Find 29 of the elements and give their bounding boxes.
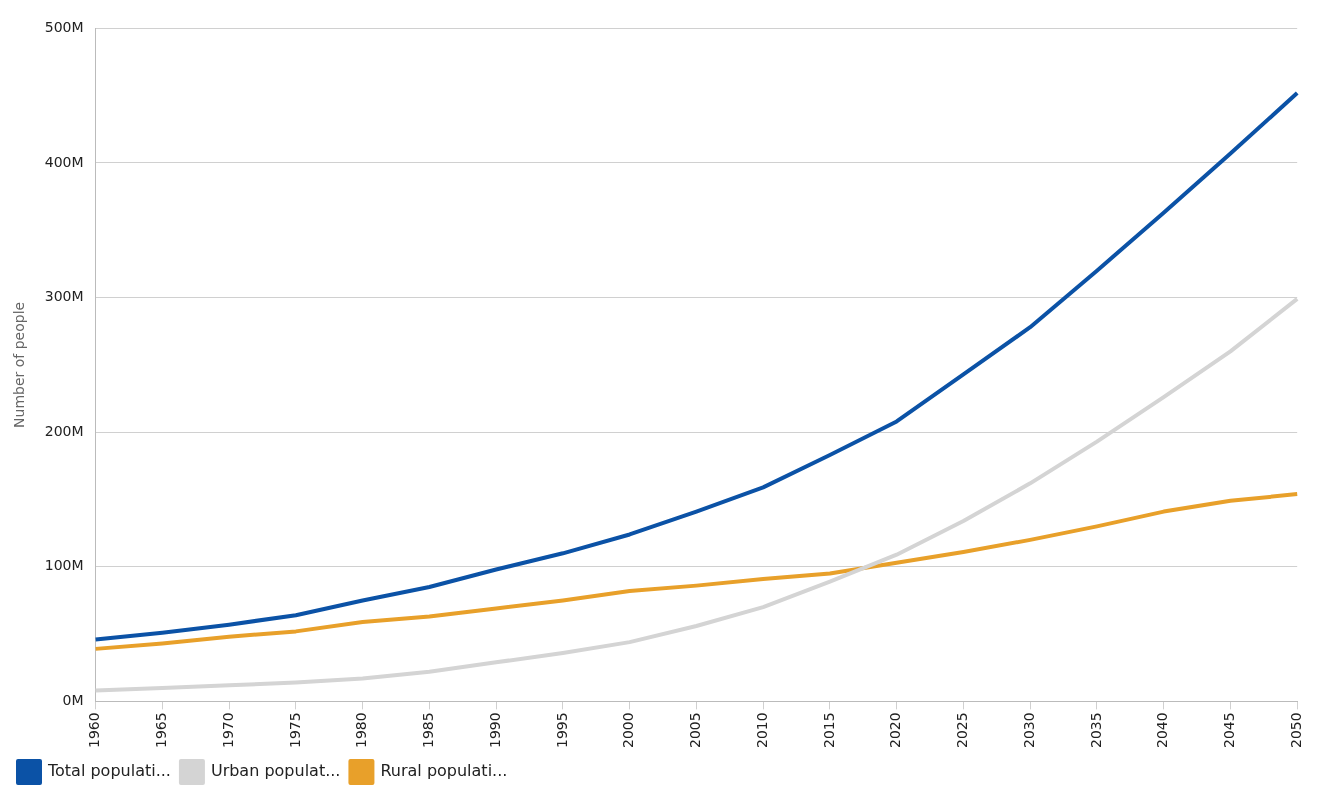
x-tick-label: 1965 xyxy=(153,712,169,749)
y-tick-label: 500M xyxy=(44,19,84,36)
y-tick-label: 100M xyxy=(44,557,84,574)
x-tick-label: 1980 xyxy=(353,712,370,749)
x-tick-label: 2050 xyxy=(1287,712,1304,749)
x-tick-label: 2030 xyxy=(1020,712,1037,749)
legend-label: Total populati... xyxy=(47,761,171,781)
legend-label: Urban populat... xyxy=(210,761,341,781)
legend-label: Rural populati... xyxy=(380,761,508,781)
x-tick-label: 2020 xyxy=(887,712,904,749)
x-tick-label: 2040 xyxy=(1154,712,1171,749)
x-tick-label: 1975 xyxy=(286,712,303,749)
x-tick-label: 1960 xyxy=(86,712,103,749)
x-tick-label: 1995 xyxy=(553,712,570,749)
y-tick-label: 300M xyxy=(44,288,84,305)
x-tick-label: 2010 xyxy=(753,712,770,749)
x-tick-label: 1990 xyxy=(486,712,503,749)
x-tick-label: 2035 xyxy=(1087,712,1104,749)
x-tick-label: 2005 xyxy=(687,712,704,749)
y-tick-label: 0M xyxy=(62,692,84,709)
x-tick-label: 1970 xyxy=(219,712,236,749)
x-tick-label: 1985 xyxy=(420,712,437,749)
x-tick-label: 2025 xyxy=(954,712,971,749)
x-tick-label: 2015 xyxy=(820,712,837,749)
y-tick-label: 400M xyxy=(44,153,84,170)
y-tick-label: 200M xyxy=(44,422,84,439)
x-tick-label: 2000 xyxy=(620,712,637,749)
x-tick-label: 2045 xyxy=(1221,712,1238,749)
y-axis-title: Number of people xyxy=(11,301,28,428)
